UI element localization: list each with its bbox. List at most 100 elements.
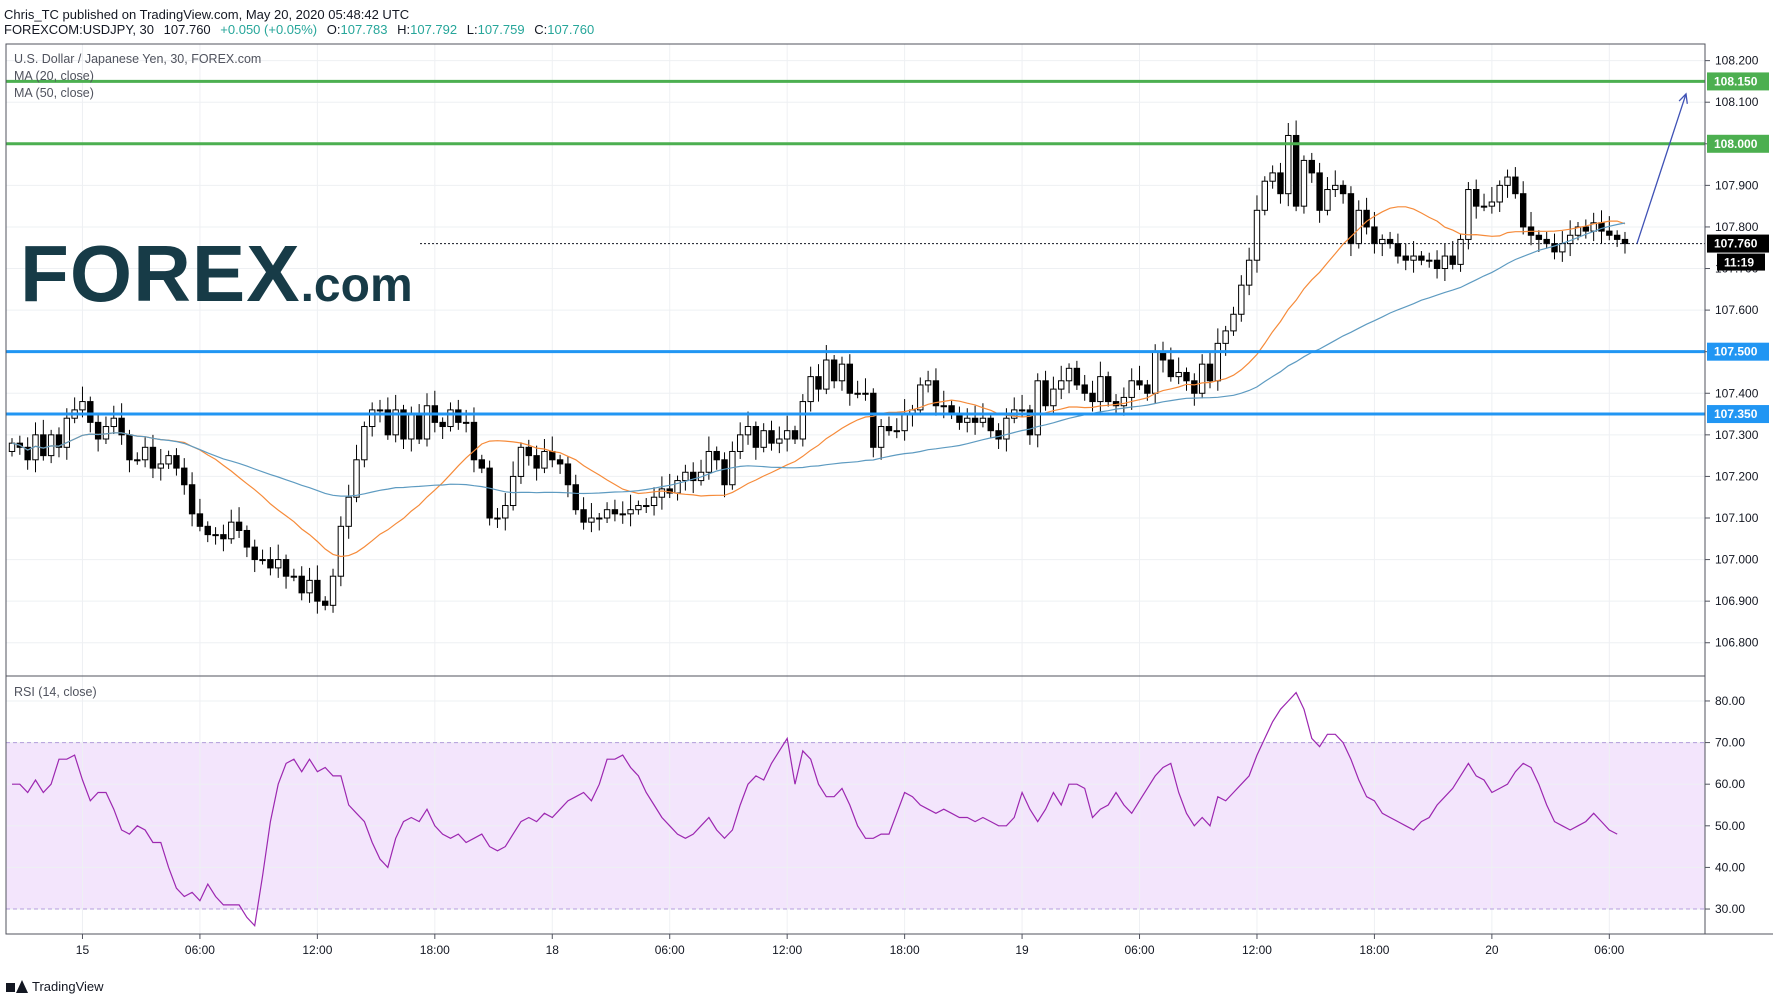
high-value: 107.792 xyxy=(410,22,458,37)
candle-down xyxy=(846,363,854,394)
candle-up xyxy=(392,409,399,436)
candle-down xyxy=(149,446,157,469)
candle-down xyxy=(1081,384,1088,394)
logo-suffix: .com xyxy=(300,259,413,312)
price-axis-label: 107.800 xyxy=(1715,220,1759,234)
close-value: 107.760 xyxy=(547,22,595,37)
candle-up xyxy=(447,409,454,428)
candle-up xyxy=(799,401,807,440)
candle-up xyxy=(79,401,86,411)
price-axis-label: 107.400 xyxy=(1715,386,1759,400)
candle-down xyxy=(1371,226,1378,245)
candle-down xyxy=(118,417,125,436)
candle-down xyxy=(549,450,556,461)
candle-down xyxy=(1551,243,1558,253)
candle-down xyxy=(815,376,822,390)
candle-down xyxy=(55,434,63,448)
price-chart[interactable]: 106.800 106.900 107.000 107.100 107.200 107.3… xyxy=(0,0,1773,970)
candle-up xyxy=(682,471,689,482)
candle-down xyxy=(322,600,329,606)
price-axis-label: 106.800 xyxy=(1715,636,1759,650)
candle-up xyxy=(736,434,744,452)
candle-up xyxy=(823,359,830,390)
candle-up xyxy=(1230,313,1237,332)
time-axis-label: 06:00 xyxy=(185,943,215,957)
candle-up xyxy=(603,509,611,519)
candle-up xyxy=(110,417,117,428)
candle-up xyxy=(1457,238,1464,265)
tradingview-footer[interactable]: TradingView xyxy=(6,976,104,998)
candle-up xyxy=(1410,255,1417,261)
candle-down xyxy=(987,417,994,432)
time-axis-label: 18:00 xyxy=(420,943,450,957)
level-tag-label: 108.150 xyxy=(1714,74,1758,88)
candle-up xyxy=(588,517,595,523)
rsi-axis-label: 60.00 xyxy=(1715,777,1745,791)
rsi-axis-label: 70.00 xyxy=(1715,736,1745,750)
tradingview-brand: TradingView xyxy=(32,979,104,994)
candle-up xyxy=(1504,176,1511,186)
candle-down xyxy=(196,513,204,527)
candle-up xyxy=(1253,209,1261,261)
time-axis-label: 18:00 xyxy=(890,943,920,957)
forecast-arrow-head xyxy=(1678,92,1688,104)
candle-up xyxy=(705,450,713,473)
candle-up xyxy=(1065,367,1073,382)
level-tag xyxy=(1707,342,1769,361)
rsi-axis-label: 40.00 xyxy=(1715,860,1745,874)
candle-up xyxy=(1128,380,1135,398)
candle-up xyxy=(494,517,501,520)
candle-down xyxy=(556,459,564,465)
time-axis-label: 12:00 xyxy=(1242,943,1272,957)
candle-down xyxy=(1089,392,1096,403)
candle-down xyxy=(580,509,587,523)
candle-up xyxy=(650,496,658,507)
candle-up xyxy=(408,413,415,440)
candle-down xyxy=(220,534,227,540)
candle-up xyxy=(1238,284,1245,315)
price-axis-label: 107.600 xyxy=(1715,303,1759,317)
candle-down xyxy=(1206,363,1214,382)
candle-down xyxy=(768,430,775,444)
candle-up xyxy=(345,496,352,527)
candle-up xyxy=(1488,201,1496,207)
candle-up xyxy=(917,384,924,411)
candle-up xyxy=(1261,180,1268,211)
candle-up xyxy=(47,434,55,457)
candle-down xyxy=(94,421,102,440)
candle-up xyxy=(783,430,791,440)
candle-down xyxy=(572,484,579,511)
candle-up xyxy=(1214,342,1222,382)
time-axis-label: 06:00 xyxy=(1594,943,1624,957)
forecast-arrow[interactable] xyxy=(1636,93,1687,244)
chart-title: U.S. Dollar / Japanese Yen, 30, FOREX.co… xyxy=(14,52,262,66)
candle-down xyxy=(564,463,572,486)
candle-up xyxy=(141,446,149,461)
level-tag xyxy=(1707,72,1769,91)
candle-up xyxy=(1441,255,1449,270)
candle-up xyxy=(361,426,368,461)
candle-down xyxy=(1598,222,1605,232)
candle-up xyxy=(63,417,71,448)
candle-up xyxy=(940,405,947,408)
publisher-info: Chris_TC published on TradingView.com, M… xyxy=(4,7,410,22)
close-label: C: xyxy=(534,22,548,37)
candle-up xyxy=(1175,371,1182,378)
low-value: 107.759 xyxy=(477,22,525,37)
price-axis-label: 107.300 xyxy=(1715,428,1759,442)
candle-up xyxy=(1480,205,1488,208)
candle-up xyxy=(643,505,650,508)
candle-down xyxy=(173,455,180,469)
candle-up xyxy=(807,376,814,403)
candle-up xyxy=(259,559,266,562)
candle-down xyxy=(87,401,94,423)
candle-down xyxy=(455,409,462,423)
candle-up xyxy=(462,421,470,424)
candle-down xyxy=(611,509,619,515)
candle-down xyxy=(721,459,728,486)
candle-down xyxy=(1543,238,1550,245)
candle-up xyxy=(862,392,869,395)
candle-up xyxy=(1300,159,1308,207)
time-axis-label: 15 xyxy=(76,943,90,957)
candle-up xyxy=(877,426,885,448)
